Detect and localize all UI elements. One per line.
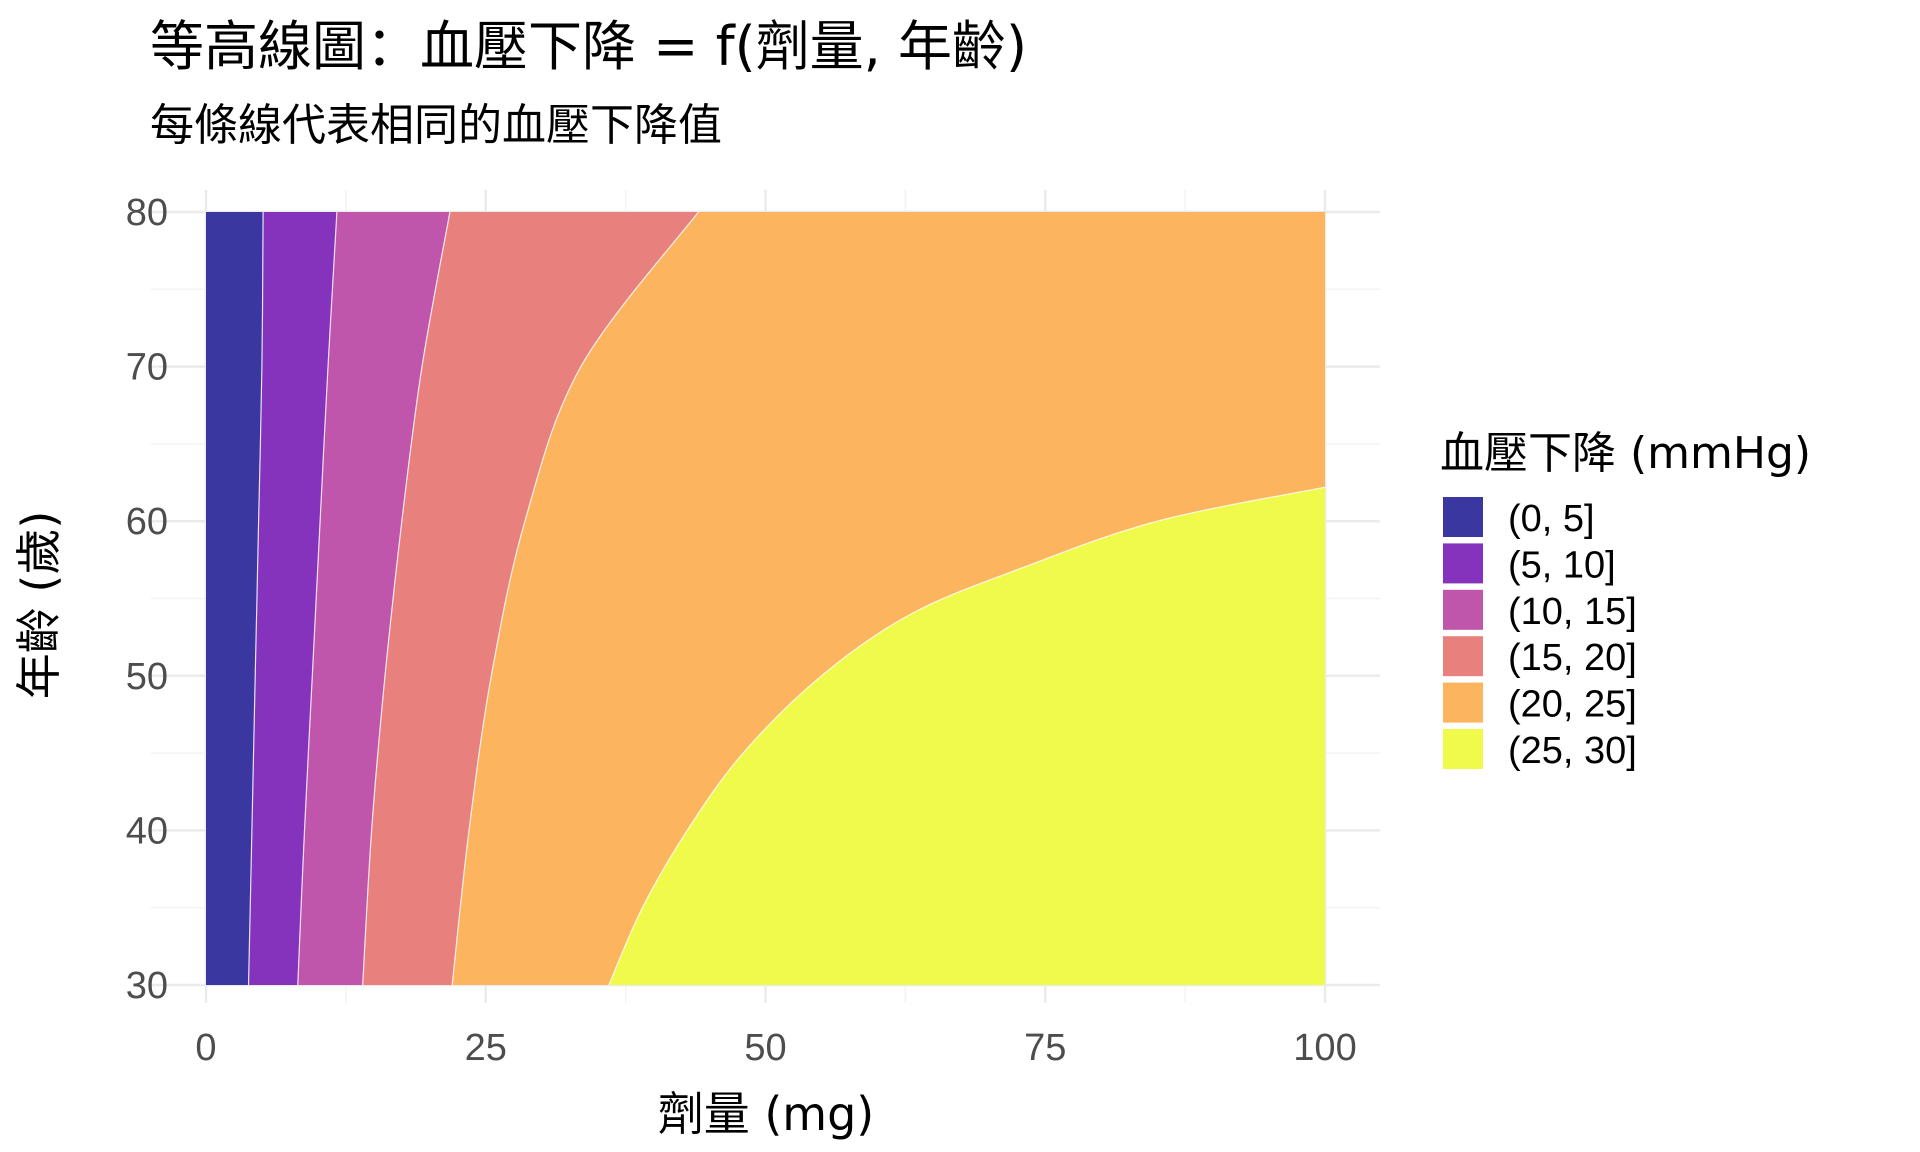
band-15-20 [362,212,699,985]
y-tick-label: 50 [126,656,168,698]
contour-line-5 [247,211,264,986]
legend-label: (15, 20] [1508,637,1637,679]
contour-line-20 [451,211,699,986]
y-tick-label: 60 [126,501,168,543]
x-tick-label: 0 [195,1027,216,1069]
legend-label: (5, 10] [1508,544,1616,586]
legend-swatch [1443,543,1483,584]
x-tick-label: 100 [1293,1027,1356,1069]
band-0-5 [206,212,264,985]
legend-swatch [1443,682,1483,723]
x-axis-ticks: 0 25 50 75 100 [195,1027,1356,1069]
legend-swatch [1443,497,1483,537]
legend: (0, 5](5, 10] (10, 15](15, 20] (20, 25](25… [1443,497,1637,772]
legend-label: (0, 5] [1508,498,1595,540]
legend-title: 血壓下降 (mmHg) [1440,428,1811,479]
contour-lines [247,211,1326,986]
y-tick-label: 30 [126,965,168,1007]
contour-line-10 [297,211,338,986]
chart-title: 等高線圖：血壓下降 = f(劑量, 年齡) [150,15,1027,78]
y-tick-label: 70 [126,347,168,389]
legend-label: (20, 25] [1508,684,1637,726]
legend-label: (25, 30] [1508,730,1637,772]
contour-bands [206,212,1325,985]
band-25-30 [608,487,1325,985]
legend-swatch [1443,729,1483,769]
legend-label: (10, 15] [1508,591,1637,633]
y-axis-title: 年齡 (歲) [12,511,66,700]
x-tick-label: 25 [465,1027,507,1069]
contour-line-25 [608,486,1326,986]
x-tick-label: 75 [1024,1027,1066,1069]
chart-subtitle: 每條線代表相同的血壓下降值 [150,100,722,151]
x-axis-title: 劑量 (mg) [658,1087,875,1141]
legend-swatch [1443,636,1483,677]
legend-swatch [1443,589,1483,630]
y-tick-label: 40 [126,810,168,852]
y-tick-label: 80 [126,192,168,234]
x-tick-label: 50 [744,1027,786,1069]
contour-line-15 [362,211,451,986]
band-5-10 [248,212,337,985]
band-10-15 [297,212,450,985]
y-axis-ticks: 30 40 50 60 70 80 [126,192,168,1007]
